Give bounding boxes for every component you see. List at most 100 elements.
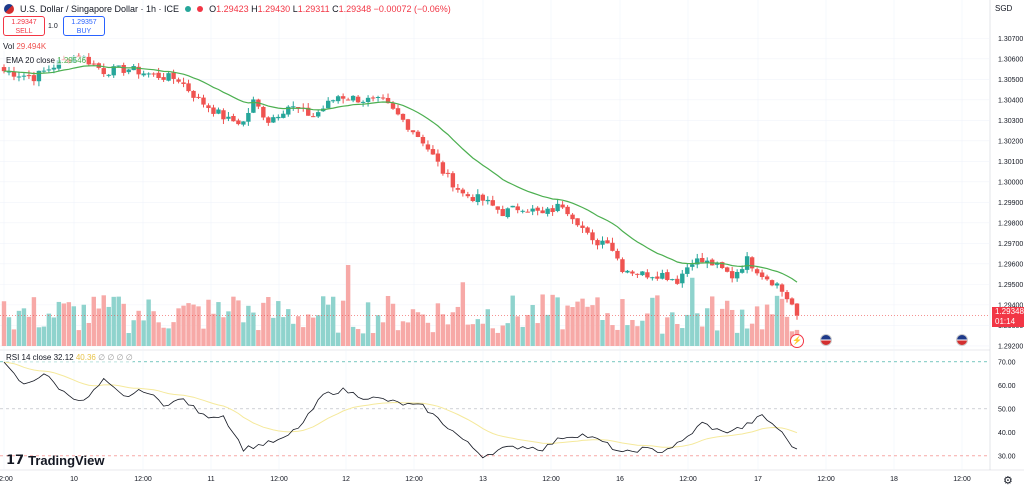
price-tick-label: 1.29200 xyxy=(998,343,1023,350)
volume-bar xyxy=(525,315,529,346)
last-price-tag: 1.29348 01:14 xyxy=(992,307,1024,327)
volume-bar xyxy=(421,314,425,346)
volume-bar xyxy=(201,329,205,346)
time-tick-label: 12:00 xyxy=(270,476,288,483)
volume-bar xyxy=(725,301,729,346)
volume-bar xyxy=(241,322,245,346)
volume-bar xyxy=(331,297,335,346)
event-flag-icon[interactable] xyxy=(956,334,968,346)
candle-body xyxy=(730,271,734,278)
volume-bar xyxy=(7,317,11,346)
volume-bar xyxy=(545,315,549,346)
time-tick-label: 16 xyxy=(616,476,624,483)
ema-legend[interactable]: EMA 20 close 1.29546 xyxy=(6,56,86,65)
ema-line xyxy=(4,66,797,282)
candle-body xyxy=(525,212,529,213)
candle-body xyxy=(760,272,764,277)
volume-bar xyxy=(211,314,215,346)
volume-bar xyxy=(326,305,330,346)
candle-body xyxy=(261,107,265,118)
volume-bar xyxy=(47,314,51,346)
event-flag-icon[interactable] xyxy=(820,334,832,346)
price-tick-label: 1.30600 xyxy=(998,56,1023,63)
candle-body xyxy=(311,116,315,117)
tradingview-logo[interactable]: 𝟭𝟳 TradingView xyxy=(6,452,104,468)
volume-bar xyxy=(126,333,130,346)
volume-bar xyxy=(650,298,654,346)
volume-bar xyxy=(276,301,280,346)
market-dot-icon xyxy=(197,6,203,12)
volume-bar xyxy=(131,320,135,346)
candle-body xyxy=(22,76,26,77)
volume-bar xyxy=(506,323,510,346)
candle-body xyxy=(436,154,440,162)
sell-button[interactable]: 1.29347 SELL xyxy=(3,16,45,36)
volume-bar xyxy=(216,302,220,346)
candle-body xyxy=(630,272,634,274)
candle-body xyxy=(351,96,355,101)
vol-legend[interactable]: Vol 29.494K xyxy=(3,42,46,51)
volume-bar xyxy=(361,333,365,346)
volume-bar xyxy=(27,317,31,346)
volume-bar xyxy=(690,278,694,346)
candle-body xyxy=(141,73,145,75)
candle-body xyxy=(765,276,769,279)
price-tick-label: 1.29500 xyxy=(998,282,1023,289)
volume-bar xyxy=(291,324,295,346)
volume-bar xyxy=(231,297,235,346)
candle-body xyxy=(655,277,659,279)
volume-bar xyxy=(346,265,350,346)
volume-bar xyxy=(181,306,185,346)
candle-body xyxy=(47,69,51,70)
volume-bar xyxy=(166,328,170,346)
candle-body xyxy=(640,271,644,275)
candle-body xyxy=(266,117,270,122)
volume-bar xyxy=(102,295,106,346)
candle-body xyxy=(27,75,31,76)
price-tick-label: 1.30100 xyxy=(998,159,1023,166)
candle-body xyxy=(615,251,619,259)
alert-bolt-icon[interactable]: ⚡ xyxy=(790,334,804,348)
candle-body xyxy=(491,200,495,205)
volume-bar xyxy=(615,330,619,346)
volume-bar xyxy=(97,309,101,346)
candle-body xyxy=(396,108,400,114)
volume-bar xyxy=(406,322,410,346)
candle-body xyxy=(246,113,250,122)
rsi-legend[interactable]: RSI 14 close 32.12 40.36 ∅ ∅ ∅ ∅ xyxy=(6,353,133,362)
volume-bar xyxy=(416,312,420,346)
volume-bar xyxy=(745,328,749,346)
volume-bar xyxy=(580,299,584,346)
candle-body xyxy=(341,96,345,99)
volume-bar xyxy=(82,305,86,346)
volume-bar xyxy=(286,309,290,346)
candle-body xyxy=(37,71,41,81)
symbol-title[interactable]: U.S. Dollar / Singapore Dollar · 1h · IC… xyxy=(20,4,179,14)
volume-bar xyxy=(356,329,360,346)
currency-label[interactable]: SGD xyxy=(995,4,1012,13)
candle-body xyxy=(625,271,629,273)
candle-body xyxy=(87,57,91,64)
candle-body xyxy=(665,272,669,280)
volume-bar xyxy=(206,300,210,346)
candle-body xyxy=(506,208,510,217)
candle-body xyxy=(550,208,554,212)
volume-bar xyxy=(600,320,604,346)
volume-bar xyxy=(2,301,6,346)
volume-bar xyxy=(196,306,200,346)
volume-bar xyxy=(520,327,524,346)
candle-body xyxy=(605,240,609,243)
candle-body xyxy=(660,273,664,279)
volume-bar xyxy=(630,320,634,346)
candle-body xyxy=(381,98,385,99)
volume-bar xyxy=(675,324,679,346)
candle-body xyxy=(441,162,445,173)
candle-body xyxy=(680,274,684,284)
candle-body xyxy=(785,292,789,299)
settings-gear-icon[interactable]: ⚙ xyxy=(1003,474,1013,487)
volume-bar xyxy=(760,329,764,346)
candle-body xyxy=(530,209,534,212)
volume-bar xyxy=(226,311,230,346)
buy-button[interactable]: 1.29357 BUY xyxy=(63,16,105,36)
